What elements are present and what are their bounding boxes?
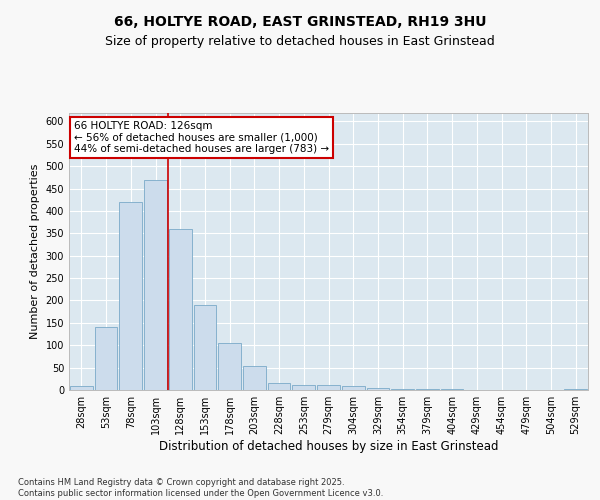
Bar [95, 328, 118, 390]
Bar [367, 388, 389, 390]
Bar [317, 384, 340, 390]
Text: 66, HOLTYE ROAD, EAST GRINSTEAD, RH19 3HU: 66, HOLTYE ROAD, EAST GRINSTEAD, RH19 3H… [114, 16, 486, 30]
Text: Contains HM Land Registry data © Crown copyright and database right 2025.
Contai: Contains HM Land Registry data © Crown c… [18, 478, 383, 498]
Bar [441, 389, 463, 390]
Text: 66 HOLTYE ROAD: 126sqm
← 56% of detached houses are smaller (1,000)
44% of semi-: 66 HOLTYE ROAD: 126sqm ← 56% of detached… [74, 121, 329, 154]
Bar [119, 202, 142, 390]
Bar [70, 386, 93, 390]
Bar [342, 386, 365, 390]
Bar [292, 384, 315, 390]
Bar [268, 384, 290, 390]
Bar [218, 343, 241, 390]
Bar [243, 366, 266, 390]
Bar [391, 388, 414, 390]
Bar [169, 229, 191, 390]
Bar [144, 180, 167, 390]
Bar [194, 305, 216, 390]
Text: Size of property relative to detached houses in East Grinstead: Size of property relative to detached ho… [105, 34, 495, 48]
Bar [416, 389, 439, 390]
X-axis label: Distribution of detached houses by size in East Grinstead: Distribution of detached houses by size … [159, 440, 498, 453]
Y-axis label: Number of detached properties: Number of detached properties [30, 164, 40, 339]
Bar [564, 388, 587, 390]
